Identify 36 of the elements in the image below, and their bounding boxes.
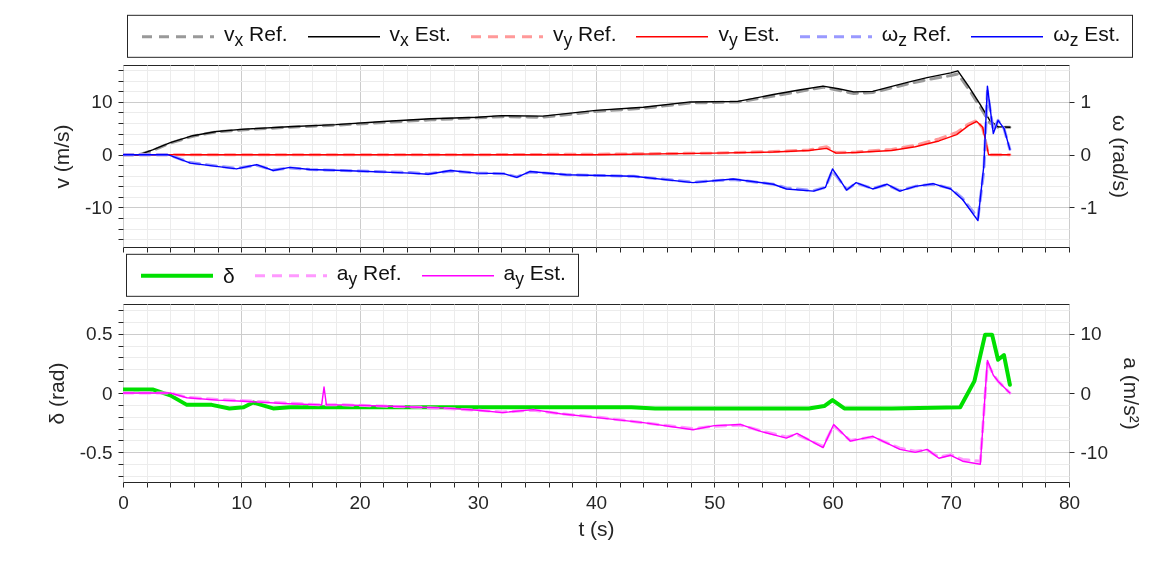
legend-label: a$_{y}$ Est. [503,260,566,290]
y-axis-title: δ (rad) [44,362,68,425]
y-tick-label: 0 [101,144,113,166]
x-tick-label: 50 [704,491,726,513]
y-tick-label: 0 [101,382,113,404]
legend-label: a$_{y}$ Ref. [336,260,402,290]
y-tick-label: 0.5 [86,323,113,345]
x-tick-label: 70 [940,491,962,513]
y2-tick-label: -10 [1080,441,1108,463]
y-axis-title: v (m/s) [50,124,74,189]
x-tick-label: 0 [118,491,129,513]
x-tick-label: 10 [231,491,253,513]
legend-label: v$_{y}$ Est. [718,21,780,51]
y2-tick-label: 1 [1080,91,1092,113]
legend-label: v$_{x}$ Est. [389,21,451,51]
x-tick-label: 80 [1058,491,1081,513]
y-tick-label: -0.5 [79,441,113,463]
legend-label: ω$_{z}$ Ref. [881,21,952,51]
legend-label: v$_{y}$ Ref. [552,21,617,51]
legend-label: v$_{x}$ Ref. [224,21,288,51]
y2-tick-label: -1 [1080,196,1098,218]
y2-tick-label: 0 [1080,144,1092,166]
y-tick-label: 10 [91,91,113,113]
y-tick-label: -10 [85,196,113,218]
x-tick-label: 40 [585,491,608,513]
y2-tick-label: 0 [1080,382,1092,404]
y2-axis-title: ω (rad/s) [1109,115,1133,198]
x-axis-title: t (s) [578,516,615,540]
line-series [123,332,1012,411]
x-tick-label: 60 [822,491,844,513]
y2-axis-title: a (m/s²) [1119,357,1143,430]
x-tick-label: 20 [349,491,371,513]
x-tick-label: 30 [467,491,489,513]
legend-label: δ [223,263,235,288]
y2-tick-label: 10 [1080,323,1102,345]
legend-label: ω$_{z}$ Est. [1053,21,1121,51]
